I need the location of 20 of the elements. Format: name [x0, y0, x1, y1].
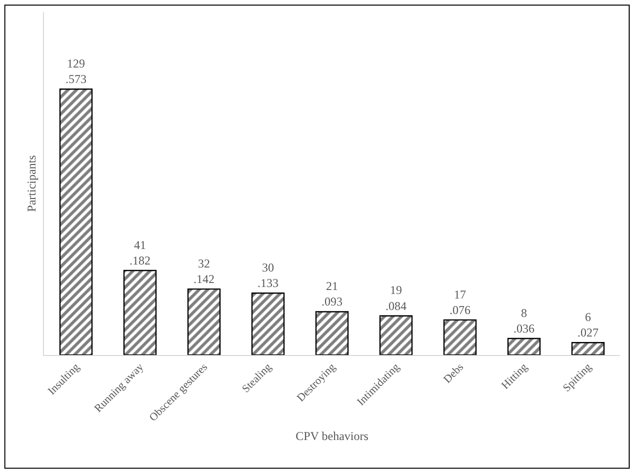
- data-label: 6 .027: [578, 310, 598, 340]
- data-label: 17 .076: [450, 287, 470, 317]
- bar: [123, 270, 157, 355]
- bar: [187, 288, 221, 355]
- data-label: 30 .133: [258, 260, 278, 290]
- data-label: 21 .093: [322, 279, 342, 309]
- bar: [379, 315, 413, 355]
- bar: [315, 311, 349, 355]
- data-label: 32 .142: [194, 256, 214, 286]
- y-axis-title: Participants: [24, 154, 38, 212]
- data-label: 129 .573: [66, 56, 86, 86]
- bar: [443, 319, 477, 355]
- data-label: 41 .182: [130, 238, 150, 268]
- data-label: 19 .084: [386, 283, 406, 313]
- bar: [571, 342, 605, 355]
- x-axis-title: CPV behaviors: [296, 428, 369, 443]
- bar: [251, 292, 285, 355]
- bar: [59, 88, 93, 355]
- bar: [507, 338, 541, 355]
- data-label: 8 .036: [514, 306, 534, 336]
